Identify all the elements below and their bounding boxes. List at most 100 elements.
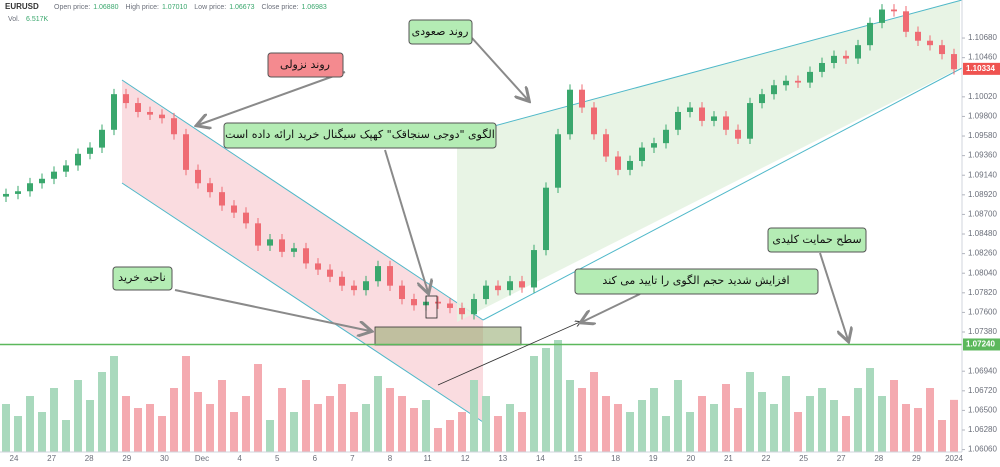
volume-bar — [638, 400, 646, 452]
candle-body — [183, 134, 189, 170]
candle-body — [291, 248, 297, 252]
candle-body — [39, 178, 45, 184]
candle-body — [831, 55, 837, 63]
candle-body — [663, 129, 669, 144]
volume-bar — [38, 412, 46, 452]
volume-bar — [182, 356, 190, 452]
candle-body — [675, 111, 681, 130]
candle-body — [855, 45, 861, 59]
y-tick-label: 1.08700 — [968, 210, 997, 219]
candle-body — [135, 103, 141, 112]
candle-body — [915, 31, 921, 41]
volume-bar — [626, 412, 634, 452]
arrow — [437, 322, 580, 386]
candle-body — [543, 187, 549, 251]
volume-bar — [302, 380, 310, 452]
volume-bar — [434, 428, 442, 452]
volume-bar — [278, 388, 286, 452]
price-tag-label: 1.10334 — [966, 64, 995, 73]
header-label: Low price: — [194, 4, 226, 11]
volume-bar — [950, 399, 958, 452]
x-tick-label: 12 — [461, 454, 470, 463]
volume-bar — [818, 388, 826, 452]
candle-body — [531, 250, 537, 288]
y-tick-label: 1.06500 — [968, 406, 997, 415]
x-tick-label: 29 — [122, 454, 131, 463]
candle-body — [99, 129, 105, 148]
candle-body — [471, 299, 477, 315]
candle-body — [207, 183, 213, 193]
candle-body — [579, 89, 585, 108]
x-tick-label: 13 — [498, 454, 507, 463]
volume-layer — [2, 340, 958, 452]
candle-body — [927, 40, 933, 46]
volume-bar — [890, 380, 898, 452]
volume-bar — [398, 396, 406, 452]
note: افزایش شدید حجم الگوی را تایید می کند — [602, 274, 789, 287]
x-tick-label: 6 — [313, 454, 318, 463]
x-tick-label: 25 — [799, 454, 808, 463]
candle-body — [483, 285, 489, 300]
x-tick-label: 2024 — [945, 454, 963, 463]
volume-bar — [938, 420, 946, 452]
price-axis — [962, 0, 1000, 467]
candle-body — [411, 299, 417, 306]
candle-body — [447, 303, 453, 308]
volume-bar — [218, 380, 226, 452]
note: روند صعودی — [412, 25, 469, 38]
volume-bar — [722, 384, 730, 452]
volume-bar — [650, 388, 658, 452]
volume-bar — [794, 412, 802, 452]
header-value: 1.06880 — [93, 4, 118, 11]
y-tick-label: 1.08040 — [968, 268, 997, 277]
channel-line — [121, 182, 484, 423]
candle-body — [363, 281, 369, 291]
candle-body — [555, 134, 561, 188]
x-tick-label: 27 — [47, 454, 56, 463]
volume-bar — [602, 396, 610, 452]
x-tick-label: Dec — [195, 454, 209, 463]
volume-bar — [170, 388, 178, 452]
note-box — [574, 268, 819, 295]
volume-bar — [98, 372, 106, 452]
candle-body — [615, 156, 621, 170]
y-tick-label: 1.09140 — [968, 170, 997, 179]
candle-body — [279, 239, 285, 252]
volume-bar — [506, 404, 514, 452]
candle-body — [903, 11, 909, 32]
note: الگوی "دوجی سنجاقک" کهپک سیگنال خرید ارا… — [225, 128, 495, 141]
volume-bar — [854, 388, 862, 452]
price-tag-label: 1.07240 — [966, 340, 995, 349]
candle-body — [123, 94, 129, 104]
volume-bar — [746, 372, 754, 452]
volume-bar — [50, 388, 58, 452]
header-value: 1.06673 — [229, 4, 254, 11]
note: ناحیه خرید — [118, 271, 166, 284]
candle-body — [3, 193, 9, 197]
y-tick-label: 1.08260 — [968, 249, 997, 258]
volume-bar — [446, 420, 454, 452]
volume-bar — [338, 384, 346, 452]
x-tick-label: 27 — [837, 454, 846, 463]
note: سطح حمایت کلیدی — [772, 233, 861, 246]
volume-bar — [230, 412, 238, 452]
uptrend-channel — [457, 0, 960, 322]
volume-bar — [86, 400, 94, 452]
volume-bar — [554, 340, 562, 452]
volume-bar — [290, 412, 298, 452]
x-tick-label: 5 — [275, 454, 280, 463]
volume-bar — [710, 404, 718, 452]
volume-bar — [674, 380, 682, 452]
candle-body — [567, 89, 573, 135]
volume-bar — [470, 380, 478, 452]
volume-bar — [422, 400, 430, 452]
candle-body — [723, 116, 729, 130]
note-box — [408, 19, 473, 45]
x-tick-label: 22 — [762, 454, 771, 463]
candle-body — [891, 9, 897, 12]
volume-bar — [590, 372, 598, 452]
candle-body — [255, 223, 261, 246]
y-tick-label: 1.07820 — [968, 288, 997, 297]
volume-bar — [566, 380, 574, 452]
